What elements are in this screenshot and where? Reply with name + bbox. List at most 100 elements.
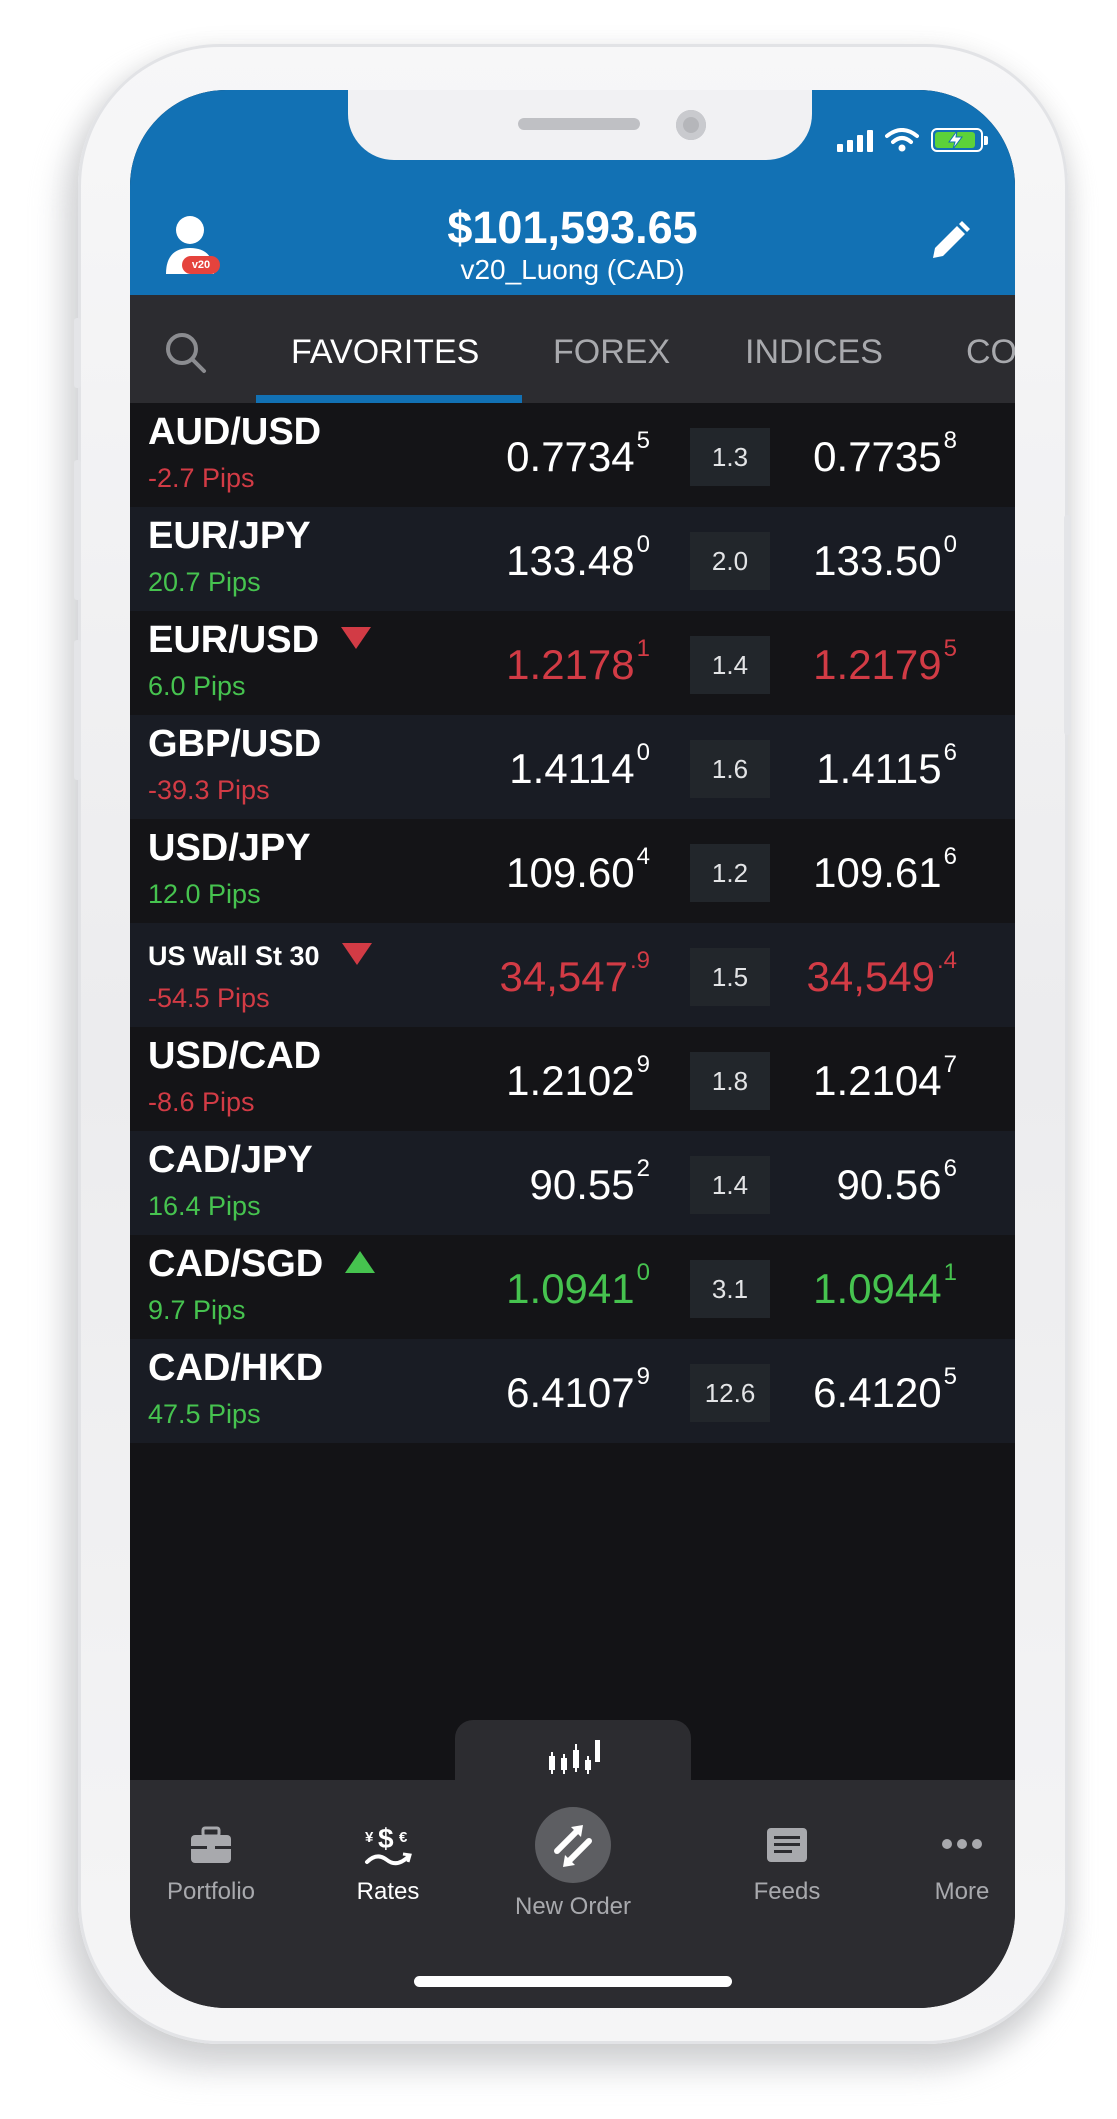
bid-price-main: 90.55	[529, 1161, 635, 1208]
ask-price-pipette: 7	[943, 1051, 957, 1078]
bid-price[interactable]: 0.77345	[506, 427, 650, 481]
ask-price-pipette: .4	[936, 947, 957, 974]
rate-row[interactable]: CAD/HKD 47.5 Pips 6.41079 12.6 6.41205	[130, 1339, 1015, 1443]
daily-change-pips: 16.4 Pips	[148, 1191, 261, 1221]
ask-price-pipette: 6	[943, 739, 957, 766]
bid-price[interactable]: 1.21781	[506, 635, 650, 689]
rate-row[interactable]: EUR/JPY 20.7 Pips 133.480 2.0 133.500	[130, 507, 1015, 611]
tab-favorites[interactable]: FAVORITES	[291, 333, 480, 371]
bid-price-main: 34,547	[499, 953, 628, 1000]
svg-text:$: $	[378, 1823, 394, 1854]
ask-price[interactable]: 34,549.4	[806, 947, 957, 1001]
nav-more[interactable]: More	[882, 1820, 1015, 1906]
bid-price[interactable]: 34,547.9	[499, 947, 650, 1001]
ask-price-pipette: 0	[943, 531, 957, 558]
ask-price[interactable]: 109.616	[813, 843, 957, 897]
rates-list: AUD/USD -2.7 Pips 0.77345 1.3 0.77358 EUR/JPY…	[130, 403, 1015, 1443]
spread-value: 1.5	[690, 948, 770, 1006]
rate-row[interactable]: US Wall St 30 -54.5 Pips 34,547.9 1.5 34,549…	[130, 923, 1015, 1027]
ask-price[interactable]: 90.566	[837, 1155, 957, 1209]
spread-value: 1.6	[690, 740, 770, 798]
symbol-text: AUD/USD	[148, 411, 322, 453]
bid-price[interactable]: 90.552	[529, 1155, 650, 1209]
tab-indices[interactable]: INDICES	[745, 333, 883, 371]
ask-price[interactable]: 1.41156	[816, 739, 957, 793]
active-tab-indicator	[256, 395, 522, 403]
candlestick-chart-icon	[549, 1740, 600, 1774]
speaker-grille	[518, 118, 640, 130]
rate-row[interactable]: GBP/USD -39.3 Pips 1.41140 1.6 1.41156	[130, 715, 1015, 819]
rate-row[interactable]: USD/JPY 12.0 Pips 109.604 1.2 109.616	[130, 819, 1015, 923]
ask-price-main: 1.2179	[813, 641, 942, 688]
rate-row[interactable]: AUD/USD -2.7 Pips 0.77345 1.3 0.77358	[130, 403, 1015, 507]
bid-price-main: 109.60	[506, 849, 635, 896]
bid-price-main: 0.7734	[506, 433, 635, 480]
bid-price-pipette: 9	[636, 1363, 650, 1390]
bid-price-pipette: 2	[636, 1155, 650, 1182]
instrument-symbol: EUR/USD	[148, 619, 372, 662]
spread-value: 1.4	[690, 636, 770, 694]
spread-value: 12.6	[690, 1364, 770, 1422]
rate-row[interactable]: USD/CAD -8.6 Pips 1.21029 1.8 1.21047	[130, 1027, 1015, 1131]
search-icon[interactable]	[164, 331, 208, 375]
bid-price[interactable]: 1.21029	[506, 1051, 650, 1105]
ask-price-main: 34,549	[806, 953, 935, 1000]
rate-row[interactable]: CAD/SGD 9.7 Pips 1.09410 3.1 1.09441	[130, 1235, 1015, 1339]
instrument-symbol: CAD/JPY	[148, 1139, 313, 1182]
ask-price[interactable]: 133.500	[813, 531, 957, 585]
bid-price-pipette: 4	[636, 843, 650, 870]
bid-price[interactable]: 133.480	[506, 531, 650, 585]
phone-notch	[348, 90, 812, 160]
ask-price[interactable]: 1.21047	[813, 1051, 957, 1105]
tab-forex[interactable]: FOREX	[553, 333, 671, 371]
instrument-symbol: CAD/SGD	[148, 1243, 376, 1286]
bid-price-main: 133.48	[506, 537, 635, 584]
feeds-icon	[767, 1828, 807, 1862]
bid-price[interactable]: 6.41079	[506, 1363, 650, 1417]
bid-price-pipette: 9	[636, 1051, 650, 1078]
ask-price[interactable]: 1.09441	[813, 1259, 957, 1313]
symbol-text: GBP/USD	[148, 723, 322, 765]
rate-row[interactable]: CAD/JPY 16.4 Pips 90.552 1.4 90.566	[130, 1131, 1015, 1235]
mute-switch	[74, 318, 81, 388]
daily-change-pips: 9.7 Pips	[148, 1295, 246, 1325]
spread-value: 1.3	[690, 428, 770, 486]
volume-down-button	[74, 640, 81, 780]
tab-commodities[interactable]: CO	[966, 333, 1015, 371]
svg-text:¥: ¥	[365, 1829, 374, 1846]
symbol-text: USD/JPY	[148, 827, 311, 869]
ask-price[interactable]: 1.21795	[813, 635, 957, 689]
rate-row[interactable]: EUR/USD 6.0 Pips 1.21781 1.4 1.21795	[130, 611, 1015, 715]
rates-icon: ¥ $ €	[365, 1823, 412, 1866]
ask-price-pipette: 1	[943, 1259, 957, 1286]
bid-price[interactable]: 109.604	[506, 843, 650, 897]
bid-price[interactable]: 1.41140	[509, 739, 650, 793]
instrument-symbol: CAD/HKD	[148, 1347, 323, 1390]
more-icon	[942, 1839, 982, 1849]
bid-price[interactable]: 1.09410	[506, 1259, 650, 1313]
daily-change-pips: 12.0 Pips	[148, 879, 261, 909]
bid-price-pipette: 0	[636, 1259, 650, 1286]
status-bar-icons	[837, 128, 988, 152]
ask-price-main: 1.4115	[816, 745, 942, 792]
ask-price[interactable]: 0.77358	[813, 427, 957, 481]
daily-change-pips: 47.5 Pips	[148, 1399, 261, 1429]
home-indicator[interactable]	[414, 1976, 732, 1987]
ask-price-main: 109.61	[813, 849, 942, 896]
nav-rates[interactable]: ¥ $ € Rates	[308, 1820, 468, 1906]
nav-portfolio[interactable]: Portfolio	[131, 1820, 291, 1906]
nav-feeds[interactable]: Feeds	[707, 1820, 867, 1906]
chart-drawer-handle[interactable]	[455, 1720, 691, 1790]
edit-pencil-icon[interactable]	[925, 218, 973, 266]
ask-price[interactable]: 6.41205	[813, 1363, 957, 1417]
bid-price-main: 1.2178	[506, 641, 635, 688]
nav-new-order[interactable]: New Order	[515, 1807, 631, 1921]
volume-up-button	[74, 460, 81, 600]
symbol-text: US Wall St 30	[148, 941, 320, 971]
trend-up-icon	[345, 1250, 376, 1273]
nav-more-label: More	[934, 1878, 990, 1905]
bid-price-main: 1.4114	[509, 745, 635, 792]
instrument-symbol: US Wall St 30	[148, 941, 372, 972]
symbol-text: CAD/HKD	[148, 1347, 324, 1389]
battery-icon	[931, 128, 988, 152]
